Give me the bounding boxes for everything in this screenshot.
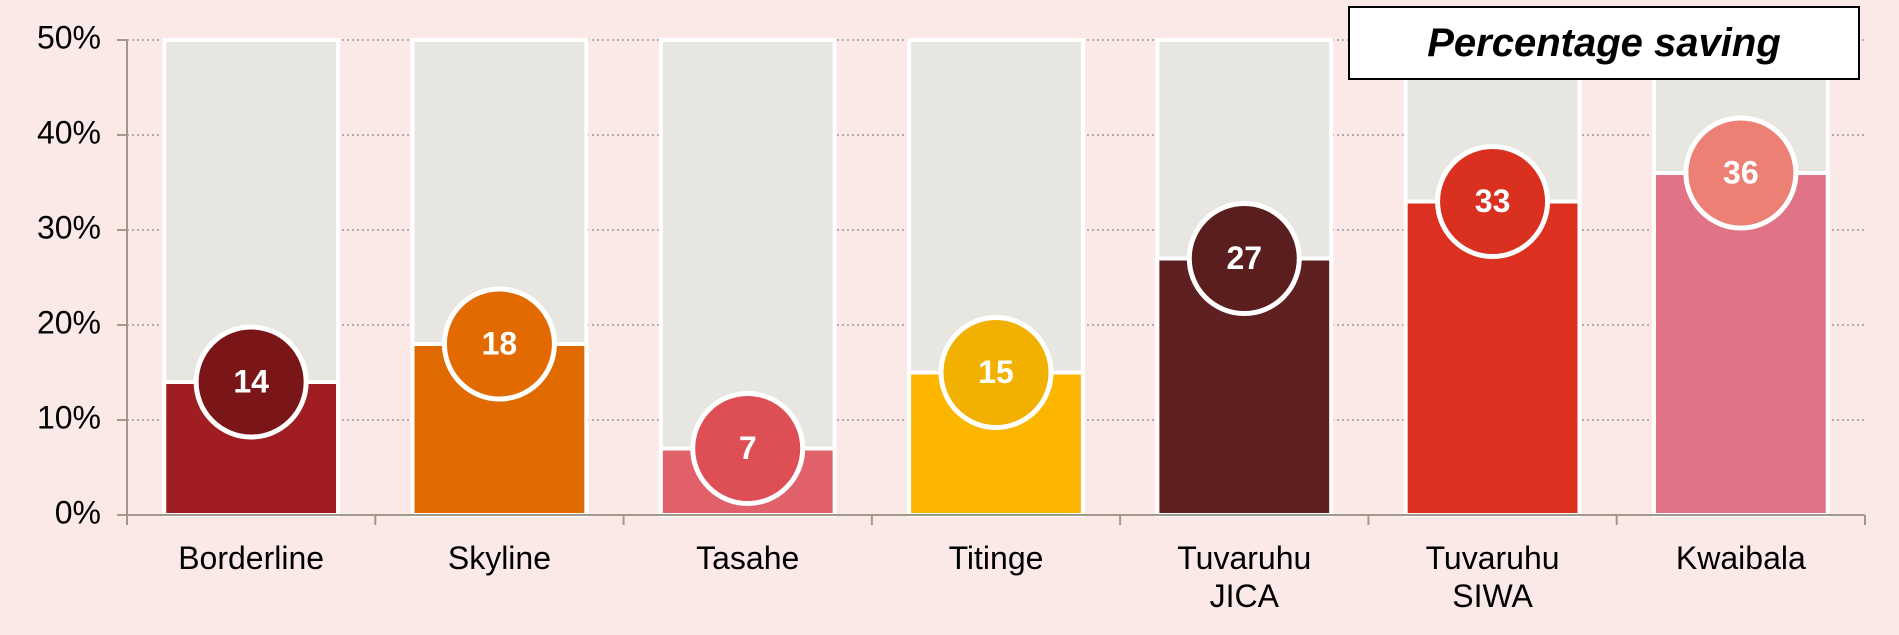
value-badge [1435,144,1551,259]
y-tick-label: 0% [55,494,101,530]
y-tick-label: 20% [37,304,101,340]
value-badge [193,324,309,440]
chart-title: Percentage saving [1348,6,1860,80]
data-label: 36 [1723,154,1759,190]
x-tick-label: Kwaibala [1675,540,1806,576]
value-badge [441,286,557,402]
value-badge [1186,201,1302,316]
y-tick-label: 10% [37,399,101,435]
value-badge [690,391,806,506]
value-badge [1683,115,1799,231]
x-tick-label: Tuvaruhu JICA [1177,540,1312,614]
data-label: 14 [233,363,269,399]
x-tick-label: Titinge [948,540,1044,576]
x-tick-label: Borderline [178,540,325,576]
x-tick-label: Skyline [447,540,551,576]
data-label: 18 [482,325,518,361]
data-label: 15 [978,354,1014,390]
y-tick-label: 30% [37,209,101,245]
data-label: 33 [1475,183,1511,219]
y-tick-label: 50% [37,19,101,55]
data-label: 27 [1226,240,1262,276]
x-tick-label: Tasahe [696,540,800,576]
data-label: 7 [739,430,757,466]
y-tick-label: 40% [37,114,101,150]
value-badge [938,315,1054,430]
x-tick-label: Tuvaruhu SIWA [1425,540,1560,614]
